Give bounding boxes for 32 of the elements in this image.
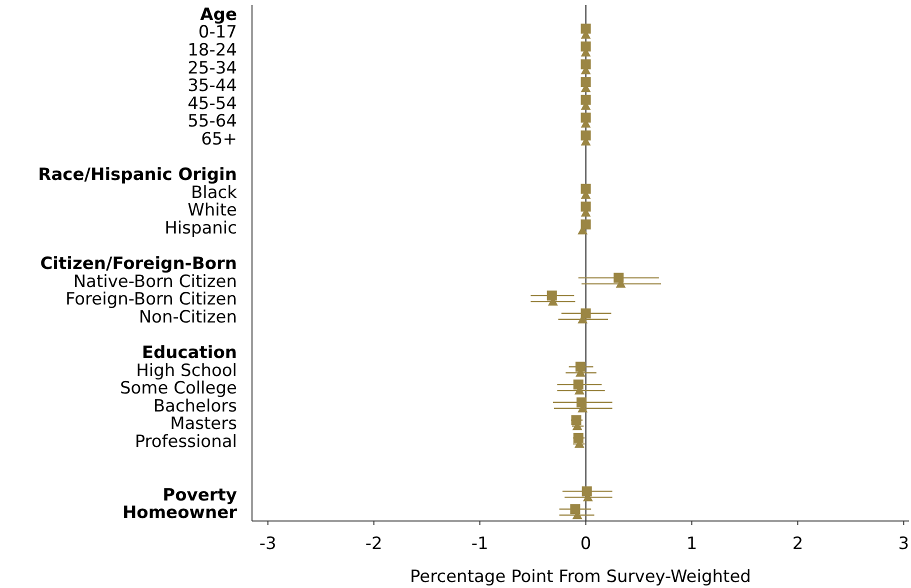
y-tick-label: 18-24: [188, 40, 237, 60]
y-tick-label: 25-34: [188, 58, 237, 78]
y-tick-label: Hispanic: [164, 218, 237, 238]
x-tick-label: 3: [898, 534, 910, 554]
y-tick-label: Education: [142, 342, 237, 363]
y-tick-label: Foreign-Born Citizen: [65, 290, 237, 310]
y-tick-label: 0-17: [198, 22, 237, 43]
x-tick-label: -3: [259, 534, 276, 554]
x-tick-label: 1: [686, 534, 698, 554]
x-axis-title: Percentage Point From Survey-Weighted: [410, 567, 751, 587]
x-tick-label: -2: [365, 534, 382, 554]
y-tick-label: Masters: [170, 414, 238, 434]
y-tick-label: Some College: [120, 378, 237, 399]
y-tick-label: 35-44: [188, 76, 237, 96]
y-tick-label: Homeowner: [122, 503, 238, 524]
y-tick-label: Poverty: [162, 485, 237, 506]
y-tick-label: Black: [191, 182, 238, 203]
y-tick-label: Professional: [134, 432, 237, 452]
y-tick-label: Race/Hispanic Origin: [38, 165, 237, 186]
y-tick-label: Native-Born Citizen: [73, 272, 237, 292]
x-tick-label: -1: [471, 534, 488, 554]
y-tick-label: 55-64: [188, 112, 237, 132]
y-tick-label: Bachelors: [153, 396, 238, 416]
y-tick-label: High School: [136, 360, 237, 381]
y-tick-label: White: [188, 200, 237, 221]
y-tick-label: Age: [200, 4, 237, 25]
x-tick-label: 0: [580, 534, 592, 554]
y-tick-label: Non-Citizen: [138, 307, 237, 328]
y-tick-label: Citizen/Foreign-Born: [40, 254, 237, 274]
y-tick-label: 45-54: [188, 94, 237, 114]
x-tick-label: 2: [792, 534, 804, 554]
y-tick-label: 65+: [201, 129, 237, 150]
